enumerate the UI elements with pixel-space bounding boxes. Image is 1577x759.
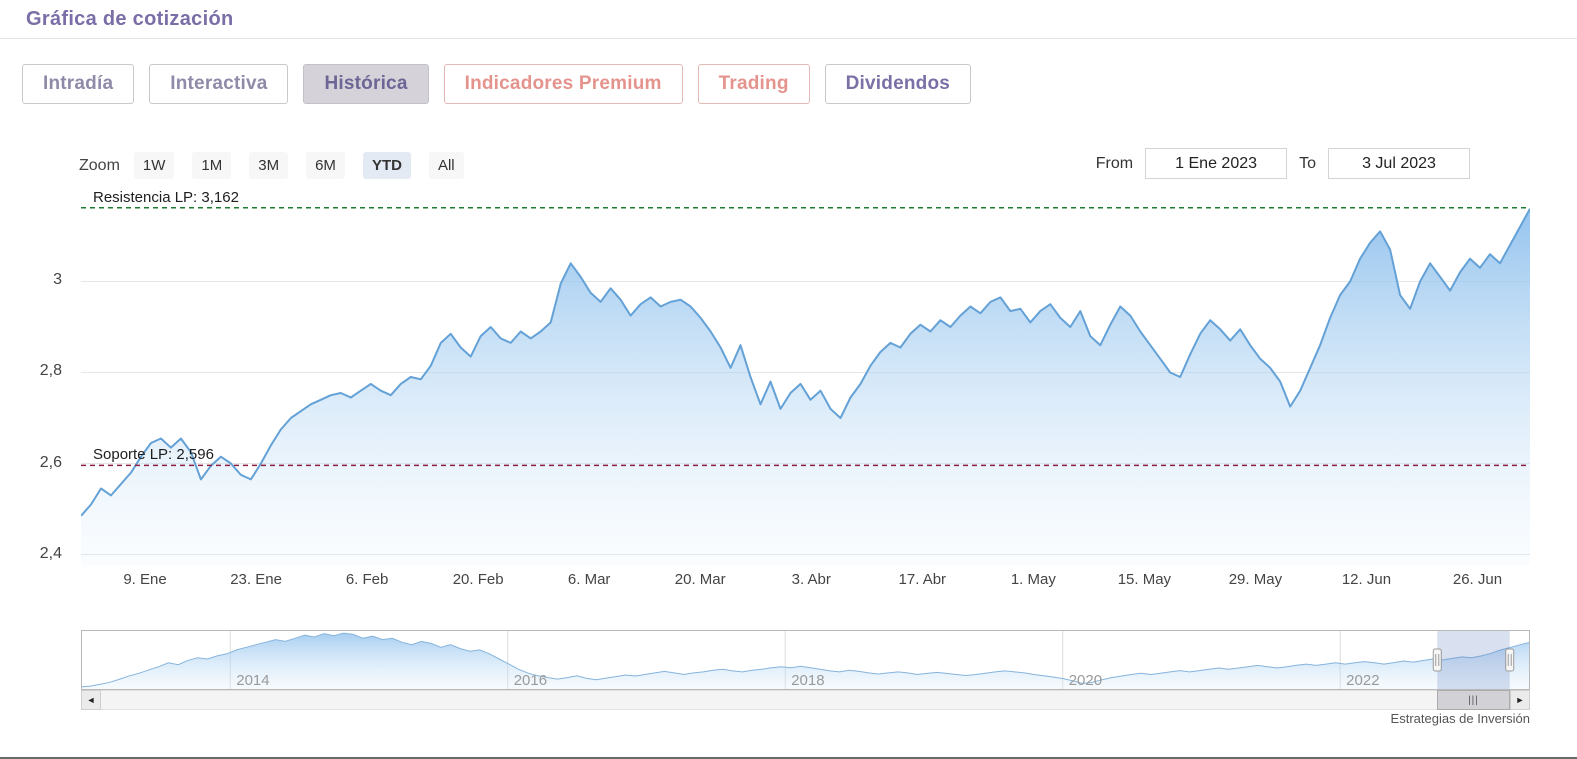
scrollbar-thumb[interactable]: ||| xyxy=(1437,690,1510,710)
navigator[interactable]: 2014 2016 2018 2020 2022 xyxy=(81,630,1530,690)
x-tick-label: 20. Mar xyxy=(674,571,726,588)
navigator-selected-mask[interactable] xyxy=(1437,630,1510,690)
navigator-year-label: 2016 xyxy=(513,672,548,689)
from-label: From xyxy=(1095,154,1134,172)
x-tick-label: 12. Jun xyxy=(1341,571,1392,588)
to-date-input[interactable] xyxy=(1328,148,1470,179)
x-tick-label: 3. Abr xyxy=(791,571,831,588)
y-tick-label: 2,6 xyxy=(39,453,62,471)
navigator-outline xyxy=(81,630,1530,690)
navigator-year-label: 2014 xyxy=(236,672,270,689)
y-tick-label: 2,4 xyxy=(39,544,62,562)
price-area xyxy=(81,208,1530,565)
from-date-input[interactable] xyxy=(1145,148,1288,179)
top-divider xyxy=(0,38,1577,39)
to-label: To xyxy=(1299,154,1316,172)
page-title: Gráfica de cotización xyxy=(26,8,234,30)
tab-trading[interactable]: Trading xyxy=(697,64,810,104)
scrollbar-track[interactable] xyxy=(81,690,1530,710)
zoom-controls: Zoom 1W 1M 3M 6M YTD All xyxy=(79,152,464,179)
price-chart-svg[interactable] xyxy=(81,195,1530,565)
tab-intradia[interactable]: Intradía xyxy=(22,64,135,104)
navigator-svg[interactable] xyxy=(81,630,1530,690)
navigator-year-label: 2020 xyxy=(1068,672,1103,689)
x-tick-label: 29. May xyxy=(1228,571,1283,588)
x-tick-label: 17. Abr xyxy=(898,571,947,588)
bottom-divider xyxy=(0,757,1577,759)
navigator-handle-right[interactable] xyxy=(1505,648,1515,672)
x-tick-label: 26. Jun xyxy=(1452,571,1503,588)
y-tick-label: 3 xyxy=(53,271,62,289)
tab-interactiva[interactable]: Interactiva xyxy=(149,64,289,104)
zoom-button-6m[interactable]: 6M xyxy=(306,152,345,179)
navigator-area xyxy=(81,633,1530,690)
resistance-label: Resistencia LP: 3,162 xyxy=(93,188,239,206)
zoom-button-all[interactable]: All xyxy=(428,152,464,179)
x-tick-label: 15. May xyxy=(1117,571,1172,588)
price-line xyxy=(81,208,1530,517)
x-tick-label: 23. Ene xyxy=(230,571,282,588)
chart-tabbar: Intradía Interactiva Histórica Indicador… xyxy=(22,64,972,104)
navigator-year-label: 2018 xyxy=(791,672,825,689)
tab-indicadores-premium[interactable]: Indicadores Premium xyxy=(443,64,683,104)
zoom-button-1w[interactable]: 1W xyxy=(133,152,175,179)
x-tick-label: 6. Feb xyxy=(345,571,389,588)
x-tick-label: 20. Feb xyxy=(452,571,504,588)
range-selector: From To xyxy=(1096,148,1470,179)
x-axis-labels: 9. Ene 23. Ene 6. Feb 20. Feb 6. Mar 20. Mar 3… xyxy=(81,571,1530,591)
zoom-button-1m[interactable]: 1M xyxy=(192,152,232,179)
zoom-button-3m[interactable]: 3M xyxy=(249,152,289,179)
scrollbar-right-arrow-button[interactable]: ► xyxy=(1510,690,1530,710)
zoom-label: Zoom xyxy=(79,156,120,174)
credit-text: Estrategias de Inversión xyxy=(1390,711,1530,726)
x-tick-label: 9. Ene xyxy=(123,571,167,588)
x-tick-label: 6. Mar xyxy=(567,571,611,588)
tab-historica[interactable]: Histórica xyxy=(303,64,429,104)
x-tick-label: 1. May xyxy=(1010,571,1056,588)
navigator-handle-left[interactable] xyxy=(1432,648,1442,672)
scrollbar-left-arrow-button[interactable]: ◄ xyxy=(81,690,101,710)
navigator-line xyxy=(81,632,1530,688)
y-tick-label: 2,8 xyxy=(39,362,62,380)
zoom-button-ytd[interactable]: YTD xyxy=(362,152,411,179)
tab-dividendos[interactable]: Dividendos xyxy=(824,64,972,104)
support-label: Soporte LP: 2,596 xyxy=(93,446,214,464)
navigator-year-label: 2022 xyxy=(1346,672,1380,689)
